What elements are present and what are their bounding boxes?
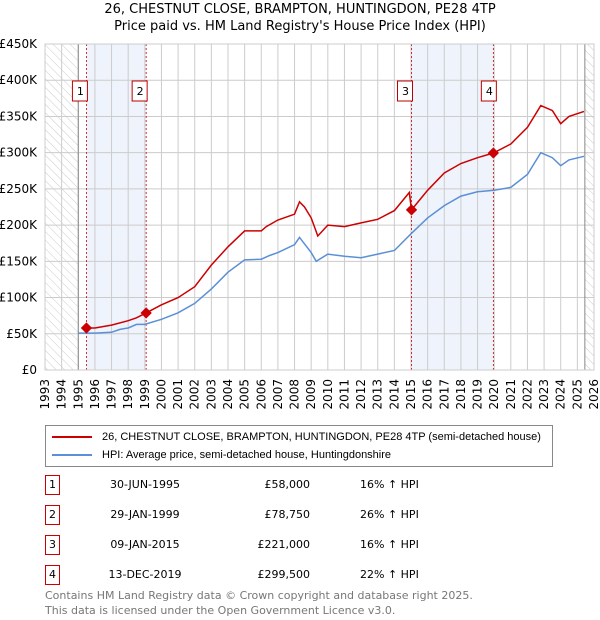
sale-price: £58,000 [264,478,311,491]
hpi-diff: 26% ↑ HPI [360,508,419,521]
x-tick-label: 2007 [271,379,285,410]
marker-number: 3 [45,535,60,555]
sale-label-box [71,80,88,102]
price-chart: 1993 1994 1995 1996 1997 1998 1999 2000 2001 2002… [0,37,600,410]
x-tick-label: 2025 [570,379,584,410]
x-tick-label: 2014 [387,379,401,410]
property-price-line [86,104,585,329]
y-tick-label: £300K [0,146,38,160]
legend-label-property: 26, CHESTNUT CLOSE, BRAMPTON, HUNTINGDON… [102,431,541,443]
legend-swatch-red [52,436,92,438]
plot-frame [44,43,595,371]
hpi-line [78,151,585,334]
x-tick-label: 2013 [371,379,385,410]
x-tick-label: 2022 [520,379,534,410]
x-tick-label: 2021 [504,379,518,410]
y-tick-label: £250K [0,182,38,196]
sale-label: 4 [486,85,493,98]
y-tick-label: £150K [0,254,38,268]
sale-label-box [396,80,413,102]
x-tick-label: 2005 [238,379,252,410]
x-tick-label: 2009 [304,379,318,410]
sale-price: £78,750 [264,508,311,521]
sale-date: 13-DEC-2019 [108,568,182,581]
legend-item-property: 26, CHESTNUT CLOSE, BRAMPTON, HUNTINGDON… [52,429,541,445]
sale-label: 2 [137,85,144,98]
x-tick-label: 2000 [154,379,168,410]
sale-label: 3 [402,85,409,98]
ownership-shade [411,44,494,370]
x-tick-label: 2017 [437,379,451,410]
sale-label: 1 [77,85,84,98]
x-tick-label: 1999 [138,379,152,410]
x-tick-label: 2015 [404,379,418,410]
footer-copyright: Contains HM Land Registry data © Crown c… [45,589,473,602]
y-tick-label: £400K [0,73,38,87]
y-tick-label: £200K [0,218,38,232]
sale-price: £299,500 [257,568,311,581]
x-tick-label: 2024 [554,379,568,410]
x-tick-label: 2011 [337,379,351,410]
y-tick-label: £100K [0,291,38,305]
legend-label-hpi: HPI: Average price, semi-detached house,… [102,449,392,461]
hpi-diff: 22% ↑ HPI [360,568,419,581]
x-tick-label: 2006 [254,379,268,410]
no-data-hatch-right [584,44,594,370]
chart-subtitle: Price paid vs. HM Land Registry's House … [114,19,486,34]
y-tick-label: £350K [0,109,38,123]
x-tick-label: 2004 [221,379,235,410]
sale-price: £221,000 [257,538,311,551]
x-tick-label: 2010 [321,379,335,410]
x-tick-label: 1995 [71,379,85,410]
x-tick-label: 2012 [354,379,368,410]
chart-title: 26, CHESTNUT CLOSE, BRAMPTON, HUNTINGDON… [104,2,496,17]
x-tick-label: 1997 [105,379,119,410]
x-tick-label: 2020 [487,379,501,410]
legend-swatch-blue [52,454,92,456]
sale-label-box [480,80,497,102]
marker-number: 4 [45,565,60,585]
footer-licence: This data is licensed under the Open Gov… [45,604,396,617]
sale-date: 09-JAN-2015 [110,538,180,551]
sale-point [487,147,500,159]
x-tick-label: 1996 [88,379,102,410]
x-tick-label: 2001 [171,379,185,410]
hpi-diff: 16% ↑ HPI [360,538,419,551]
y-tick-label: £0 [22,363,37,377]
sale-date: 29-JAN-1999 [110,508,180,521]
marker-number: 1 [45,475,60,495]
x-tick-label: 2016 [421,379,435,410]
sale-label-box [131,80,148,102]
marker-number: 2 [45,505,60,525]
legend: 26, CHESTNUT CLOSE, BRAMPTON, HUNTINGDON… [45,425,553,467]
x-tick-label: 2018 [454,379,468,410]
x-tick-label: 1994 [55,379,69,410]
y-tick-label: £50K [6,327,38,341]
sale-date: 30-JUN-1995 [109,478,181,491]
sale-point [140,307,152,319]
x-tick-label: 2026 [587,379,600,410]
x-tick-label: 2003 [204,379,218,410]
hpi-diff: 16% ↑ HPI [360,478,419,491]
x-tick-label: 1993 [38,379,52,410]
sale-point [405,204,418,216]
legend-item-hpi: HPI: Average price, semi-detached house,… [52,447,391,463]
x-tick-label: 2002 [188,379,202,410]
y-tick-label: £450K [0,37,38,51]
x-tick-label: 1998 [121,379,135,410]
x-tick-label: 2023 [537,379,551,410]
x-tick-label: 2008 [288,379,302,410]
x-tick-label: 2019 [471,379,485,410]
